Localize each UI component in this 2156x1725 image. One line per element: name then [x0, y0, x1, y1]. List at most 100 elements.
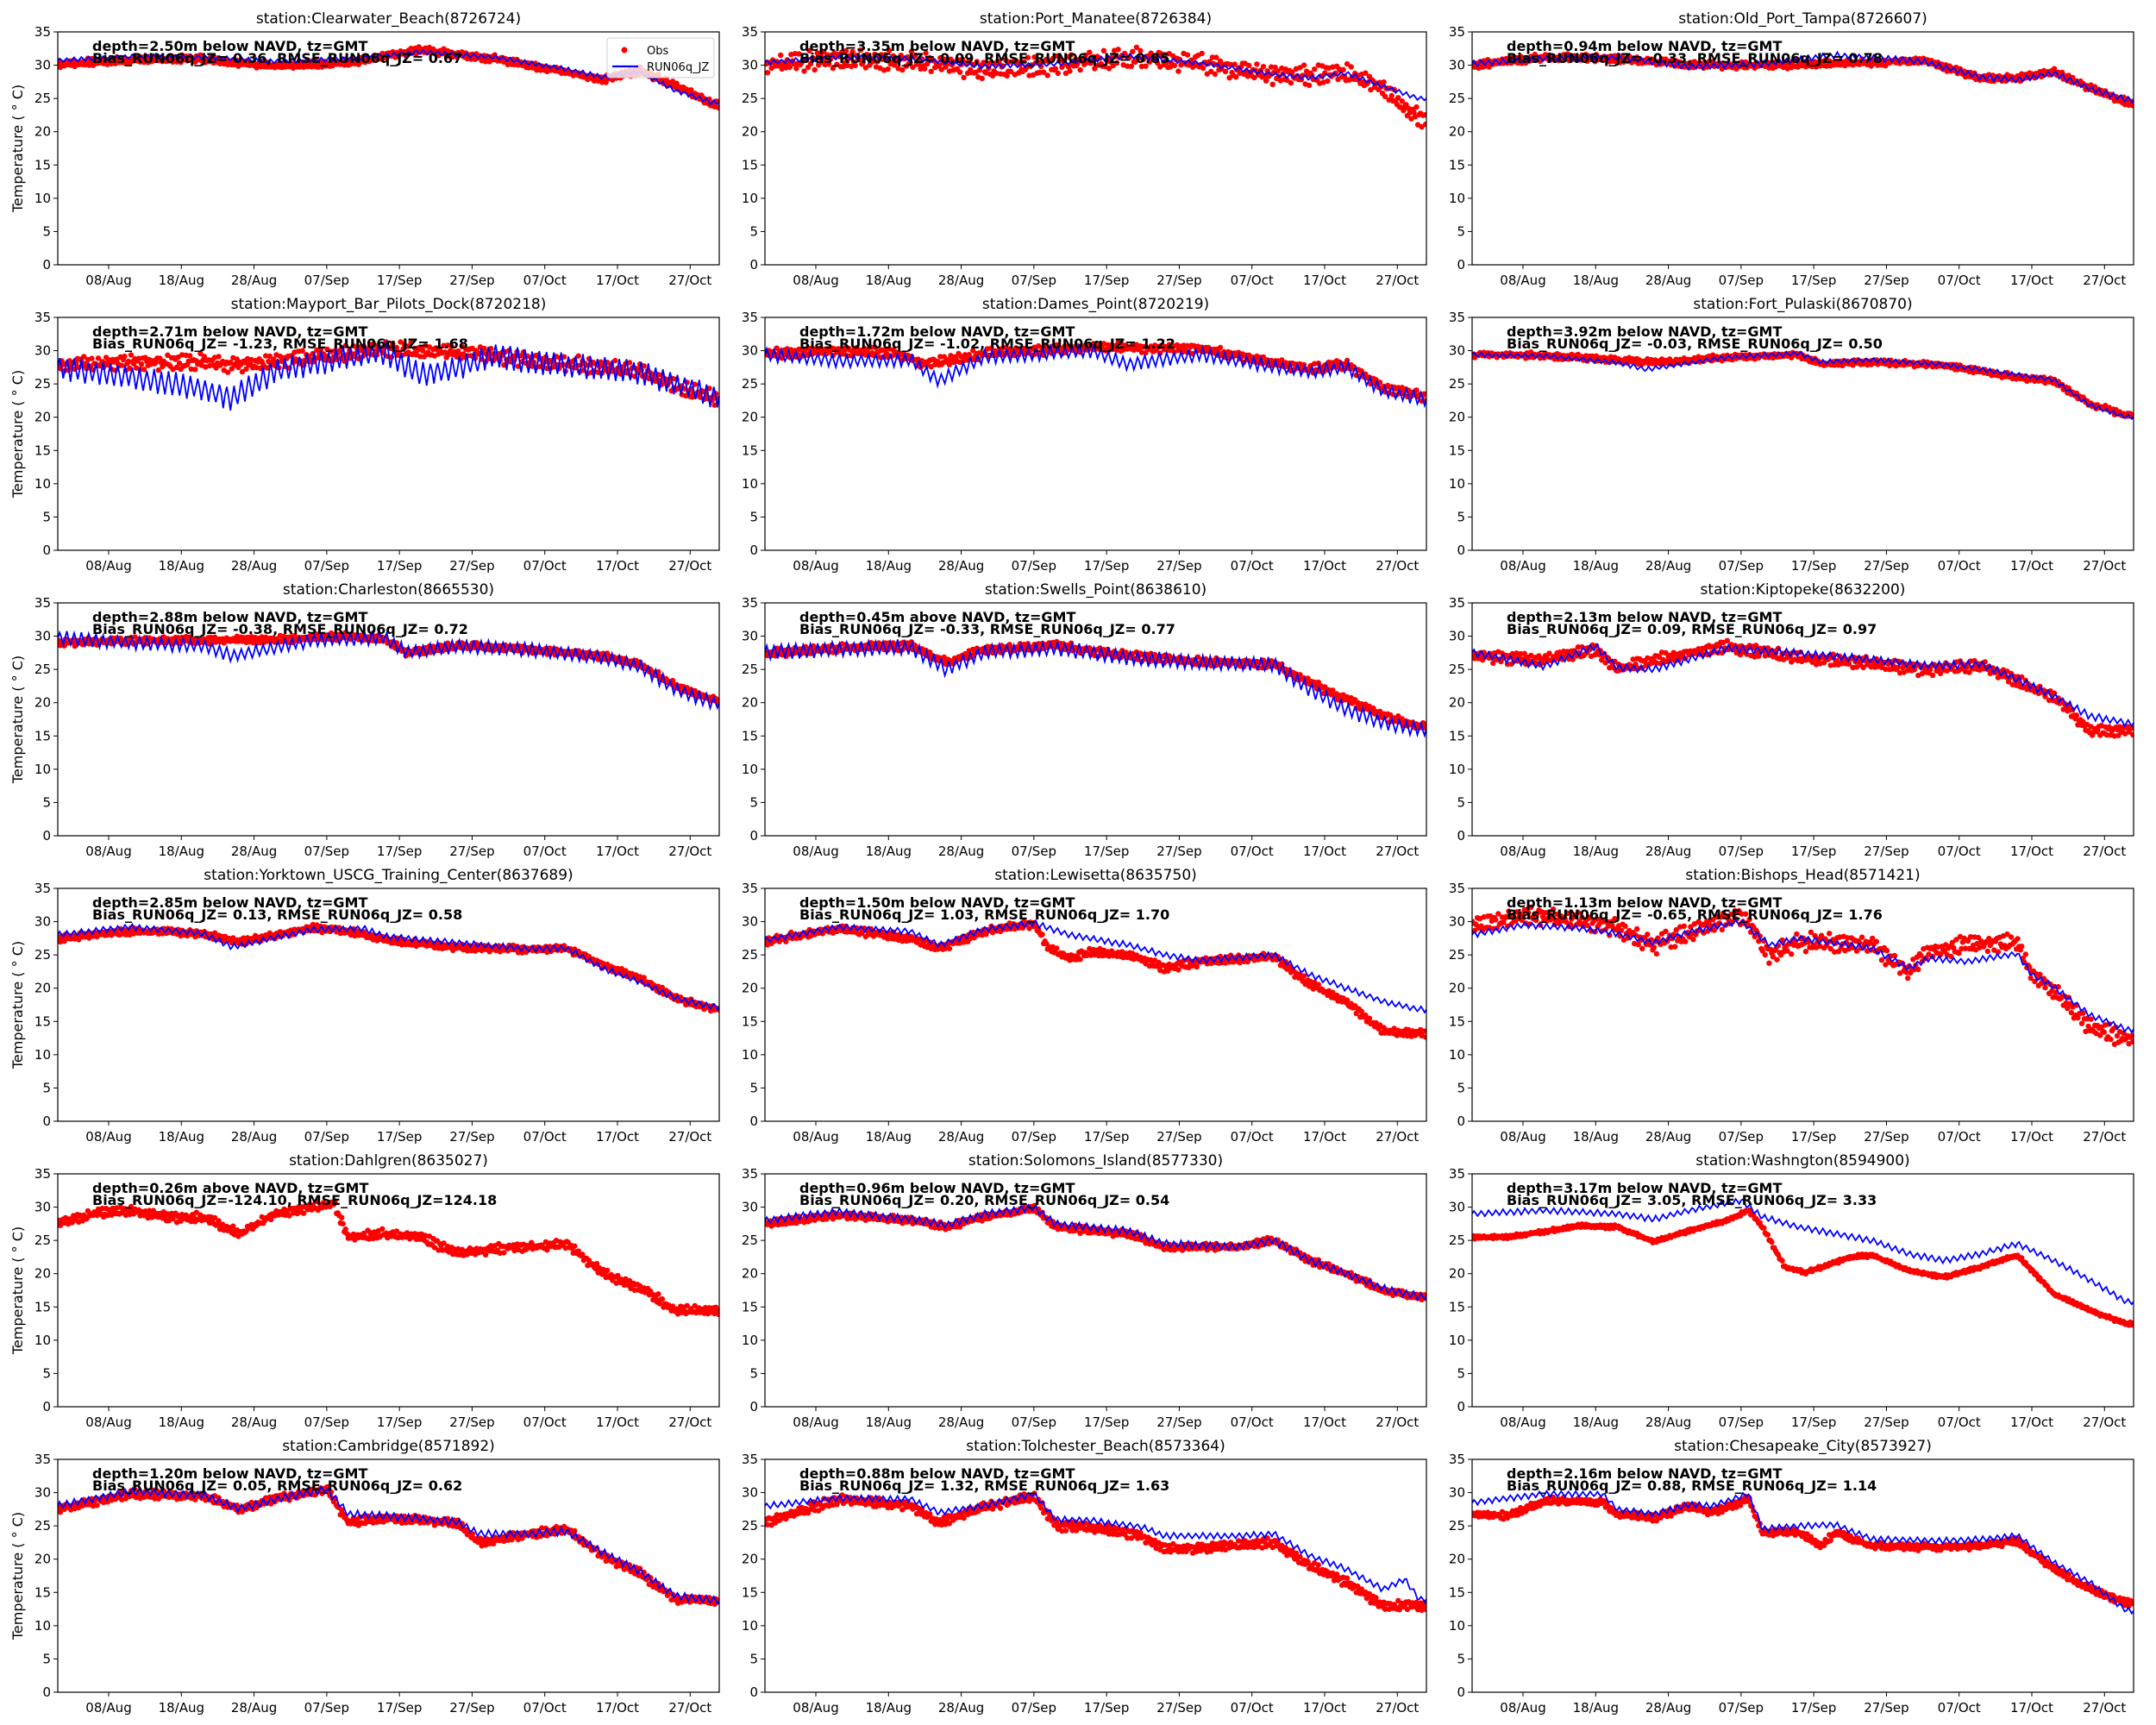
y-tick-label: 5 — [1457, 509, 1465, 524]
plot-area — [1472, 50, 2134, 109]
obs-point — [1602, 660, 1608, 666]
y-tick-label: 15 — [34, 157, 51, 172]
obs-point — [1068, 52, 1075, 58]
legend-obs-marker — [621, 47, 628, 53]
obs-point — [1175, 68, 1181, 74]
x-tick-label: 28/Aug — [1645, 844, 1691, 859]
obs-point — [1532, 51, 1539, 58]
obs-point — [1044, 72, 1050, 78]
panel: station:Swells_Point(8638610)05101520253… — [742, 581, 1427, 859]
obs-point — [575, 353, 581, 359]
x-tick-label: 07/Sep — [304, 273, 349, 288]
obs-point — [1199, 50, 1205, 57]
x-tick-label: 27/Oct — [1376, 273, 1419, 288]
obs-point — [885, 66, 891, 72]
obs-point — [812, 66, 818, 73]
obs-point — [1312, 66, 1318, 72]
obs-point — [1217, 344, 1224, 351]
y-tick-label: 5 — [42, 794, 51, 810]
obs-point — [974, 59, 981, 65]
obs-point — [918, 56, 925, 62]
panel-title: station:Old_Port_Tampa(8726607) — [1678, 10, 1927, 28]
obs-point — [216, 354, 222, 360]
obs-point — [1138, 47, 1144, 53]
obs-point — [970, 348, 976, 354]
axes-frame — [1471, 31, 2134, 266]
y-tick-label: 25 — [34, 376, 51, 392]
y-tick-label: 25 — [34, 662, 51, 677]
plot-area — [1472, 349, 2134, 420]
x-tick-label: 27/Oct — [2083, 558, 2126, 574]
stats-annotation: Bias_RUN06q_JZ= -1.02, RMSE_RUN06q_JZ= 1… — [799, 336, 1175, 352]
obs-point — [2130, 103, 2134, 109]
x-tick-label: 08/Aug — [1500, 844, 1545, 859]
obs-point — [1297, 65, 1303, 71]
obs-point — [119, 362, 125, 368]
obs-point — [1413, 104, 1420, 110]
axes-frame — [1471, 317, 2134, 551]
x-tick-label: 17/Sep — [1084, 844, 1129, 859]
x-tick-label: 27/Sep — [1156, 558, 1201, 574]
stats-annotation: Bias_RUN06q_JZ= 0.09, RMSE_RUN06q_JZ= 0.… — [799, 50, 1169, 66]
y-tick-label: 5 — [1457, 223, 1465, 239]
obs-point — [1115, 47, 1121, 53]
x-tick-label: 18/Aug — [1573, 558, 1619, 574]
plot-area — [765, 340, 1426, 409]
obs-point — [1663, 649, 1669, 656]
obs-point — [1368, 86, 1374, 93]
obs-point — [1082, 52, 1088, 59]
obs-point — [122, 354, 128, 360]
obs-point — [806, 47, 812, 53]
y-tick-label: 15 — [1449, 442, 1465, 458]
obs-point — [1306, 82, 1313, 89]
depth-annotation: depth=2.13m below NAVD, tz=GMT — [1507, 609, 1782, 625]
obs-point — [322, 353, 328, 359]
obs-point — [716, 104, 719, 110]
obs-point — [945, 357, 951, 363]
obs-point — [393, 344, 400, 351]
x-tick-label: 27/Sep — [1156, 273, 1201, 288]
x-tick-label: 17/Oct — [1303, 558, 1346, 574]
y-axis-label: Temperature ( ° C) — [9, 656, 26, 784]
obs-point — [1561, 648, 1567, 655]
obs-point — [1421, 391, 1426, 397]
x-tick-label: 28/Aug — [231, 273, 277, 288]
y-tick-label: 35 — [1449, 310, 1465, 325]
y-tick-label: 10 — [742, 762, 758, 777]
panel-title: station:Swells_Point(8638610) — [985, 581, 1206, 599]
obs-point — [2042, 693, 2048, 699]
obs-point — [271, 356, 277, 362]
obs-point — [1388, 92, 1395, 99]
legend-obs-label: Obs — [647, 45, 668, 58]
obs-point — [1251, 74, 1257, 81]
axes-frame — [1471, 602, 2134, 837]
model-line — [765, 342, 1426, 409]
y-tick-label: 35 — [742, 595, 758, 611]
obs-point — [1067, 68, 1073, 74]
obs-point — [787, 64, 793, 71]
x-tick-label: 27/Oct — [1376, 558, 1419, 574]
x-tick-label: 07/Oct — [1938, 844, 1981, 859]
obs-point — [192, 367, 198, 373]
obs-point — [1113, 60, 1120, 66]
obs-point — [1148, 50, 1154, 56]
x-tick-label: 07/Oct — [1231, 273, 1274, 288]
obs-point — [1756, 653, 1762, 659]
obs-point — [1254, 61, 1260, 67]
y-tick-label: 0 — [749, 543, 758, 558]
x-tick-label: 18/Aug — [1573, 273, 1619, 288]
obs-point — [456, 351, 462, 357]
depth-annotation: depth=0.45m above NAVD, tz=GMT — [799, 609, 1075, 625]
obs-point — [956, 69, 963, 75]
y-tick-label: 0 — [749, 257, 758, 273]
obs-point — [860, 60, 866, 66]
obs-point — [201, 354, 208, 360]
y-axis-label: Temperature ( ° C) — [9, 85, 26, 213]
panel: station:Kiptopeke(8632200)05101520253035… — [1449, 581, 2134, 859]
x-tick-label: 17/Sep — [1084, 273, 1129, 288]
obs-point — [1050, 55, 1056, 62]
stats-annotation: Bias_RUN06q_JZ= 0.09, RMSE_RUN06q_JZ= 0.… — [1507, 621, 1877, 637]
obs-point — [1275, 68, 1281, 74]
axes-frame — [764, 31, 1427, 266]
